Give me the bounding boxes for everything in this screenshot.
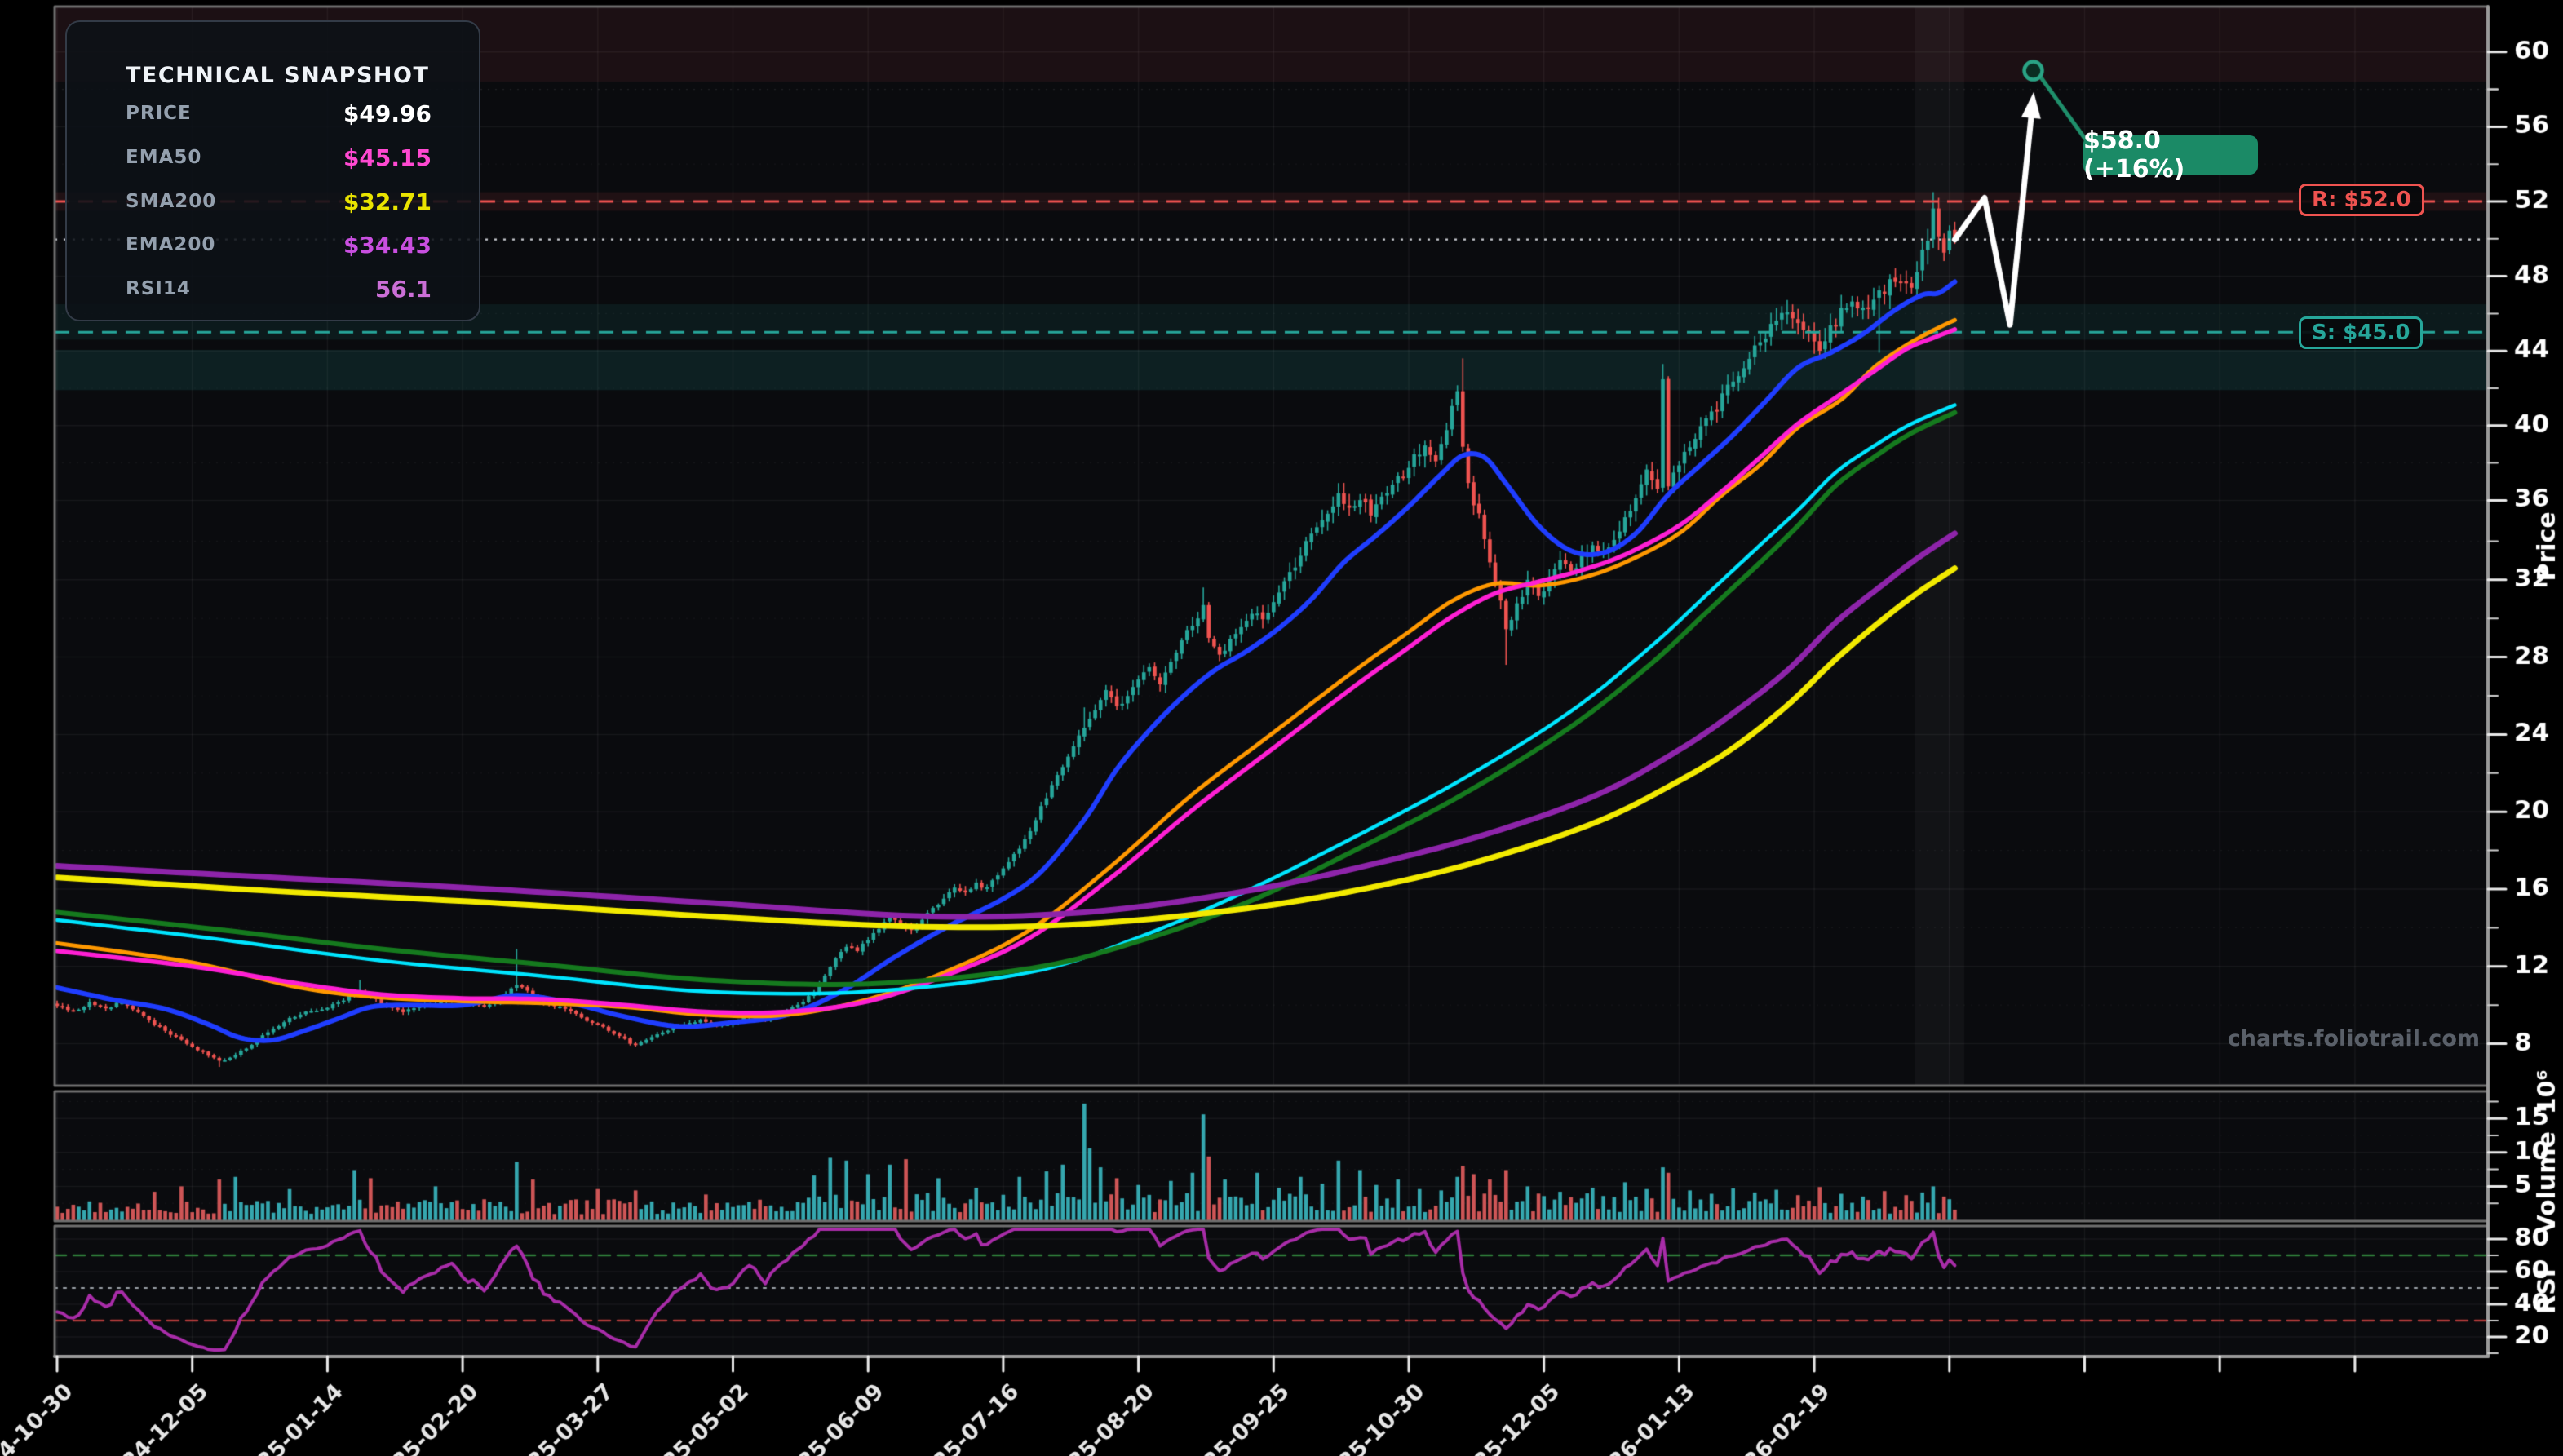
price-target-label: $58.0 (+16%) xyxy=(2083,126,2258,184)
snapshot-row-ema200: EMA200 $34.43 xyxy=(126,228,432,261)
snapshot-label: PRICE xyxy=(126,103,192,124)
watermark-text: charts.foliotrail.com xyxy=(2227,1026,2480,1051)
snapshot-label: EMA200 xyxy=(126,234,216,255)
snapshot-row-sma200: SMA200 $32.71 xyxy=(126,185,432,218)
resistance-badge: R: $52.0 xyxy=(2299,184,2424,216)
snapshot-title: TECHNICAL SNAPSHOT xyxy=(126,63,430,88)
snapshot-row-ema50: EMA50 $45.15 xyxy=(126,141,432,174)
snapshot-value: $34.43 xyxy=(343,231,432,259)
snapshot-label: EMA50 xyxy=(126,147,202,168)
snapshot-row-price: PRICE $49.96 xyxy=(126,97,432,130)
technical-snapshot-panel: TECHNICAL SNAPSHOT PRICE $49.96 EMA50 $4… xyxy=(65,20,480,321)
snapshot-value: $32.71 xyxy=(343,188,432,215)
support-badge: S: $45.0 xyxy=(2299,316,2424,349)
snapshot-label: SMA200 xyxy=(126,191,217,212)
snapshot-value: $45.15 xyxy=(343,144,432,171)
snapshot-value: 56.1 xyxy=(374,275,432,303)
snapshot-label: RSI14 xyxy=(126,278,191,299)
snapshot-value: $49.96 xyxy=(343,100,432,127)
snapshot-row-rsi14: RSI14 56.1 xyxy=(126,272,432,305)
